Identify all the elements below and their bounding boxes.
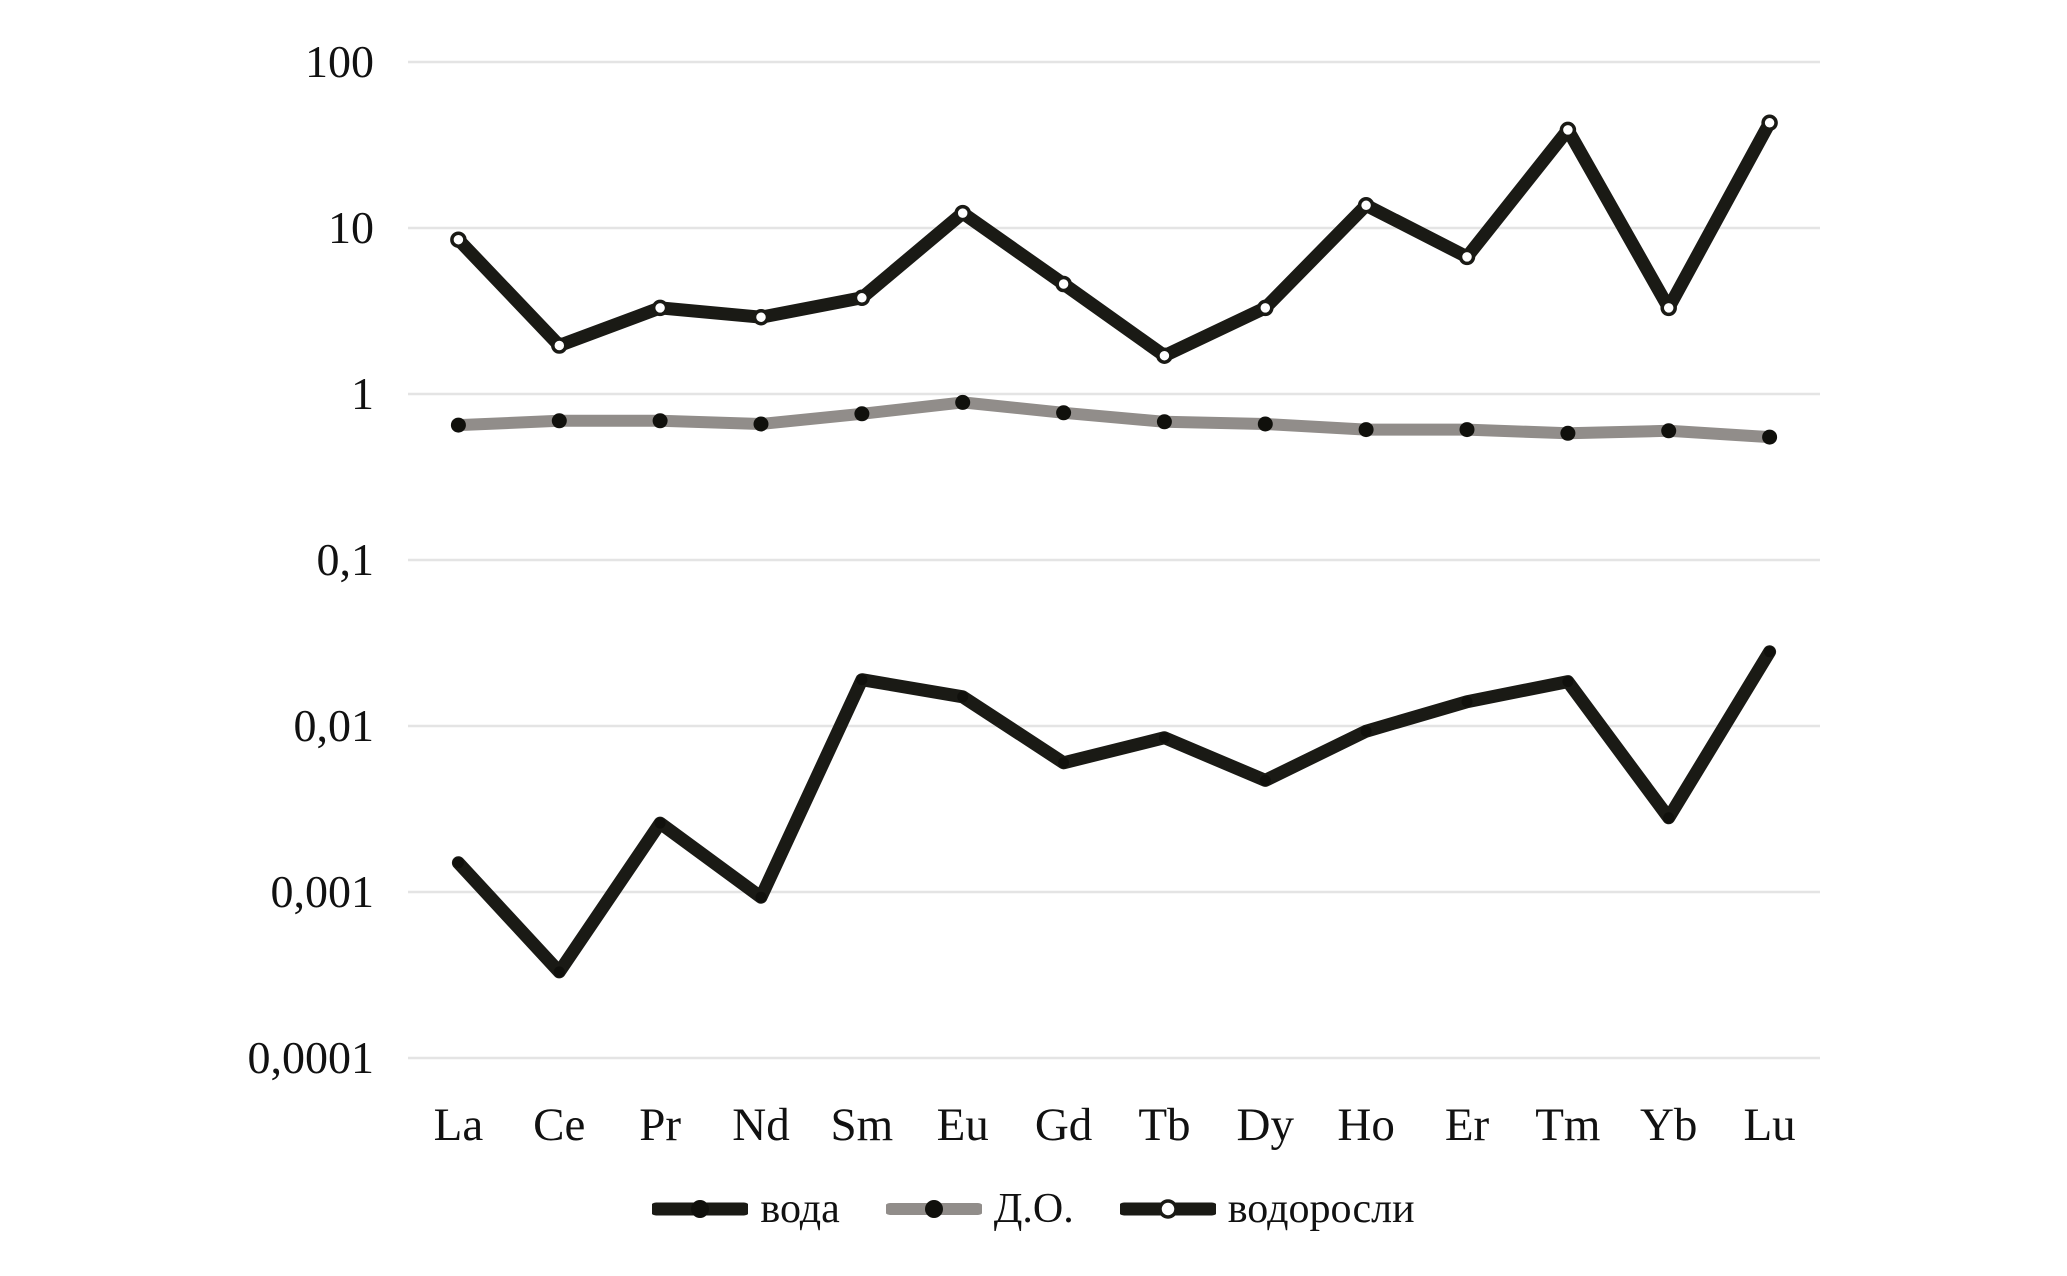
- x-axis-category-label: Pr: [639, 1099, 681, 1151]
- data-point-водоросли-Tm: [1559, 121, 1577, 139]
- data-point-вода-Tb: [1158, 732, 1170, 744]
- data-point-Д.О.-La: [450, 417, 466, 433]
- data-point-Д.О.-Sm: [854, 406, 870, 422]
- legend-label-voda: вода: [760, 1186, 840, 1232]
- y-axis-tick-label: 0,01: [294, 700, 375, 751]
- data-point-Д.О.-Ce: [551, 413, 567, 429]
- data-point-вода-Yb: [1663, 812, 1675, 824]
- legend-item-do: Д.О.: [885, 1186, 1074, 1232]
- data-point-вода-Ce: [553, 966, 565, 978]
- x-axis-category-label: Lu: [1743, 1099, 1795, 1151]
- data-point-водоросли-Ce: [551, 337, 568, 354]
- data-point-Д.О.-Eu: [955, 394, 971, 410]
- data-point-вода-Eu: [957, 691, 969, 703]
- legend-item-voda: вода: [652, 1186, 840, 1232]
- data-point-вода-Nd: [755, 891, 767, 903]
- data-point-вода-Tm: [1562, 676, 1574, 688]
- data-point-Д.О.-Ho: [1358, 422, 1374, 438]
- y-axis-tick-label: 100: [305, 36, 374, 87]
- x-axis-category-labels-group: La Ce Pr Nd Sm Eu Gd Tb Dy Ho Er Tm Yb Lu: [434, 1099, 1796, 1151]
- x-axis-category-label: La: [434, 1099, 484, 1151]
- data-point-водоросли-Sm: [853, 289, 871, 307]
- data-point-водоросли-Er: [1458, 248, 1476, 266]
- data-point-водоросли-Pr: [651, 299, 669, 317]
- data-point-водоросли-Nd: [752, 308, 770, 326]
- data-point-водоросли-Tb: [1156, 347, 1173, 364]
- x-axis-category-label: Ho: [1337, 1099, 1394, 1151]
- series-вода: [451, 645, 1777, 979]
- legend-item-vodorosli: водоросли: [1119, 1186, 1415, 1232]
- data-point-Д.О.-Pr: [652, 413, 668, 429]
- x-axis-category-label: Ce: [533, 1099, 585, 1151]
- x-axis-category-label: Eu: [937, 1099, 989, 1151]
- data-point-вода-Dy: [1259, 774, 1271, 786]
- legend: вода Д.О. водоросли: [0, 1188, 2067, 1230]
- data-point-вода-Pr: [654, 817, 666, 829]
- series-line: [452, 396, 1776, 444]
- x-axis-category-label: Tb: [1138, 1099, 1190, 1151]
- do-line-swatch-icon: [885, 1200, 982, 1218]
- x-axis-category-label: Gd: [1035, 1099, 1092, 1151]
- vodorosli-line-swatch-icon: [1119, 1199, 1216, 1219]
- data-point-водоросли-Gd: [1055, 275, 1072, 293]
- legend-label-vodorosli: водоросли: [1227, 1186, 1415, 1232]
- data-point-Д.О.-Yb: [1661, 423, 1677, 439]
- data-point-водоросли-Dy: [1257, 299, 1274, 317]
- data-point-водоросли-Eu: [954, 204, 971, 222]
- y-axis-tick-labels-group: 100 10 1 0,1 0,01 0,001 0,0001: [248, 36, 375, 1083]
- data-point-Д.О.-Er: [1459, 422, 1475, 438]
- y-axis-tick-label: 0,1: [317, 534, 375, 585]
- x-axis-category-label: Er: [1445, 1099, 1490, 1151]
- data-point-вода-La: [452, 857, 464, 869]
- series-line: [451, 645, 1777, 979]
- x-axis-category-label: Sm: [831, 1099, 894, 1151]
- data-point-Д.О.-Nd: [753, 416, 769, 432]
- gridlines-group: [408, 60, 1820, 1060]
- series-line: [451, 116, 1777, 363]
- voda-line-swatch-icon: [652, 1200, 749, 1218]
- data-point-водоросли-Ho: [1357, 197, 1375, 214]
- y-axis-tick-label: 0,0001: [248, 1032, 375, 1083]
- data-point-Д.О.-Tb: [1156, 414, 1172, 430]
- data-point-водоросли-Lu: [1761, 114, 1778, 132]
- series-group: [450, 114, 1778, 979]
- x-axis-category-label: Nd: [732, 1099, 789, 1151]
- x-axis-category-label: Dy: [1237, 1099, 1295, 1151]
- x-axis-category-label: Tm: [1535, 1099, 1600, 1151]
- data-point-вода-Sm: [856, 674, 868, 686]
- data-point-Д.О.-Lu: [1762, 429, 1778, 445]
- data-point-вода-Ho: [1360, 725, 1372, 737]
- x-axis-category-label: Yb: [1640, 1099, 1697, 1151]
- series-Д.О.: [450, 394, 1778, 445]
- y-axis-tick-label: 10: [328, 202, 374, 253]
- data-point-вода-Gd: [1058, 757, 1070, 769]
- data-point-Д.О.-Dy: [1257, 416, 1273, 432]
- legend-label-do: Д.О.: [993, 1186, 1074, 1232]
- data-point-вода-Er: [1461, 696, 1473, 708]
- data-point-вода-Lu: [1764, 646, 1776, 658]
- data-point-водоросли-Yb: [1660, 299, 1677, 317]
- y-axis-tick-label: 0,001: [271, 866, 375, 917]
- data-point-Д.О.-Tm: [1560, 425, 1576, 441]
- data-point-водоросли-La: [450, 231, 467, 248]
- series-водоросли: [450, 114, 1778, 364]
- y-axis-tick-label: 1: [351, 368, 374, 419]
- data-point-Д.О.-Gd: [1056, 405, 1072, 421]
